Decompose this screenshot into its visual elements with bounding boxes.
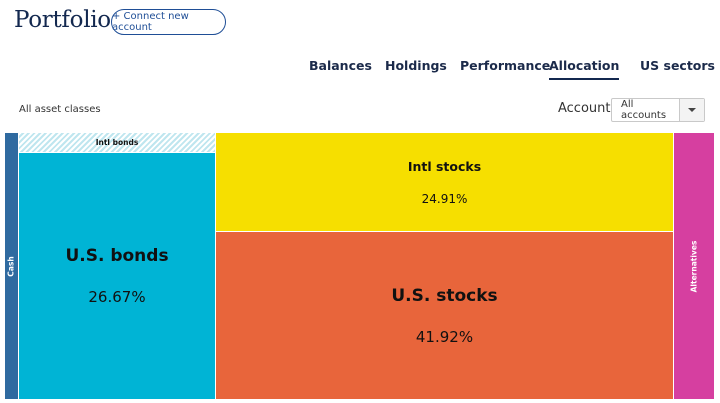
treemap-cell-intl-bonds[interactable]: Intl bonds (19, 133, 215, 152)
asset-class-label: All asset classes (19, 104, 101, 115)
tab-holdings[interactable]: Holdings (385, 58, 447, 73)
accounts-selected-value: All accounts (621, 99, 667, 121)
cell-percent: 41.92% (415, 327, 474, 346)
accounts-label: Accounts (558, 101, 618, 116)
treemap-cell-intl-stocks[interactable]: Intl stocks 24.91% (216, 133, 673, 231)
tab-us-sectors[interactable]: US sectors (640, 58, 715, 73)
treemap-cell-alternatives[interactable]: Alternatives (674, 133, 714, 399)
cell-label: Intl stocks (407, 158, 482, 174)
accounts-dropdown[interactable]: All accounts (611, 98, 705, 122)
tab-bar: Balances Holdings Performance Allocation… (0, 58, 720, 82)
allocation-treemap: Cash Intl bonds U.S. bonds 26.67% Intl s… (5, 133, 714, 399)
connect-account-button[interactable]: + Connect new account (111, 9, 226, 35)
cell-percent: 24.91% (421, 191, 468, 206)
tab-performance[interactable]: Performance (460, 58, 551, 73)
tab-allocation[interactable]: Allocation (549, 58, 620, 80)
cell-label: Alternatives (689, 240, 699, 292)
cell-label: U.S. stocks (391, 285, 498, 306)
cell-label: U.S. bonds (65, 246, 169, 266)
treemap-cell-us-stocks[interactable]: U.S. stocks 41.92% (216, 232, 673, 399)
cell-percent: 26.67% (88, 288, 146, 306)
treemap-cell-us-bonds[interactable]: U.S. bonds 26.67% (19, 153, 215, 399)
cell-label: Cash (7, 255, 16, 277)
treemap-cell-cash[interactable]: Cash (5, 133, 18, 399)
page-title: Portfolio (14, 7, 111, 33)
chevron-down-icon[interactable] (679, 99, 704, 121)
tab-balances[interactable]: Balances (309, 58, 372, 73)
cell-label: Intl bonds (95, 138, 139, 147)
